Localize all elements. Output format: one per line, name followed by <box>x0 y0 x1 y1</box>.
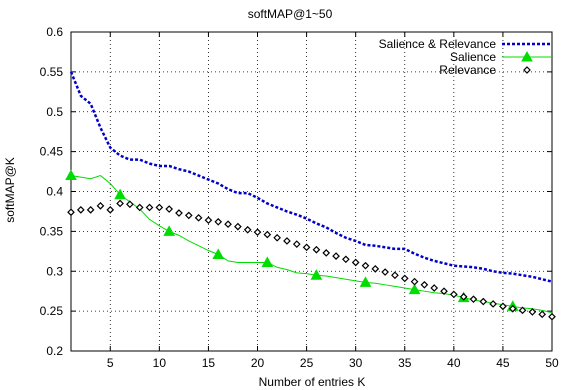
axis-ticks: 5 10 15 20 25 30 35 40 45 50 0.2 0.25 0.3 0.35 0.4 0.45… <box>40 25 559 370</box>
legend-label: Salience <box>450 50 496 64</box>
data-point <box>96 202 105 210</box>
data-point <box>528 308 537 316</box>
data-point <box>86 205 95 214</box>
data-point <box>273 233 281 242</box>
data-point <box>312 245 321 254</box>
data-point <box>499 302 507 311</box>
y-tick-label: 0.4 <box>46 185 63 199</box>
data-point <box>302 243 311 252</box>
data-point <box>440 287 448 296</box>
data-point <box>391 271 399 280</box>
data-point <box>175 209 183 217</box>
data-point <box>548 312 556 321</box>
legend-marker <box>521 50 533 62</box>
data-point <box>381 268 389 276</box>
y-tick-label: 0.25 <box>40 304 64 318</box>
x-tick-label: 35 <box>398 356 412 370</box>
data-point <box>518 306 527 315</box>
data-point <box>214 217 223 226</box>
data-point <box>508 304 517 313</box>
data-point <box>408 283 421 295</box>
legend-item: Salience & Relevance <box>379 37 552 51</box>
series-line <box>70 174 553 314</box>
data-point <box>361 261 370 270</box>
data-point <box>459 292 468 301</box>
y-tick-label: 0.2 <box>46 344 63 358</box>
x-tick-label: 5 <box>107 356 114 370</box>
y-tick-label: 0.55 <box>40 65 64 79</box>
data-point <box>351 258 360 267</box>
data-point <box>292 240 301 248</box>
data-point <box>322 249 331 257</box>
data-point <box>479 297 488 306</box>
x-tick-label: 15 <box>202 356 216 370</box>
data-point <box>67 208 75 217</box>
data-point <box>194 213 203 222</box>
x-axis-label: Number of entries K <box>259 375 366 389</box>
data-point <box>184 211 193 220</box>
x-tick-label: 45 <box>496 356 510 370</box>
y-axis-label: softMAP@K <box>3 157 17 223</box>
data-point <box>145 203 154 212</box>
y-tick-label: 0.45 <box>40 145 64 159</box>
data-point <box>359 276 372 287</box>
data-point <box>430 284 439 292</box>
data-point <box>410 277 419 286</box>
data-point <box>243 225 252 234</box>
data-point <box>538 310 547 319</box>
data-point <box>116 199 124 208</box>
data-point <box>332 252 340 260</box>
series-0 <box>69 71 553 283</box>
y-tick-label: 0.5 <box>46 105 63 119</box>
legend-marker <box>523 66 531 74</box>
chart-title: softMAP@1~50 <box>248 7 333 21</box>
data-point <box>76 205 85 214</box>
data-point <box>449 290 458 299</box>
data-point <box>263 230 272 239</box>
data-point <box>489 300 497 308</box>
data-point <box>224 220 232 229</box>
legend-item: Relevance <box>439 63 531 77</box>
x-tick-label: 25 <box>300 356 314 370</box>
data-point <box>234 222 242 231</box>
grid <box>71 31 553 352</box>
legend-label: Relevance <box>439 63 496 77</box>
data-point <box>155 203 164 212</box>
y-tick-label: 0.35 <box>40 224 64 238</box>
data-point <box>310 269 323 280</box>
y-tick-label: 0.3 <box>46 264 63 278</box>
series-2 <box>67 199 556 321</box>
data-point <box>371 265 380 273</box>
legend-item: Salience <box>450 50 552 64</box>
data-point <box>114 188 126 200</box>
x-tick-label: 10 <box>153 356 167 370</box>
data-point <box>165 205 174 213</box>
data-point <box>283 237 291 245</box>
data-point <box>400 274 409 283</box>
y-tick-label: 0.6 <box>46 25 63 39</box>
series-line <box>69 71 553 283</box>
data-point <box>253 228 262 237</box>
data-point <box>106 205 115 214</box>
data-point <box>469 295 478 304</box>
data-point <box>420 280 429 289</box>
data-point <box>163 225 176 236</box>
data-point <box>204 216 213 225</box>
data-point <box>261 256 274 267</box>
x-tick-label: 30 <box>349 356 363 370</box>
x-tick-label: 50 <box>545 356 559 370</box>
data-point <box>212 248 225 260</box>
x-tick-label: 20 <box>251 356 265 370</box>
legend-label: Salience & Relevance <box>379 37 497 51</box>
x-tick-label: 40 <box>447 356 461 370</box>
data-point <box>65 169 77 181</box>
data-point <box>342 255 350 264</box>
data-point <box>135 203 144 212</box>
series-layer <box>65 71 556 321</box>
data-point <box>126 200 134 209</box>
